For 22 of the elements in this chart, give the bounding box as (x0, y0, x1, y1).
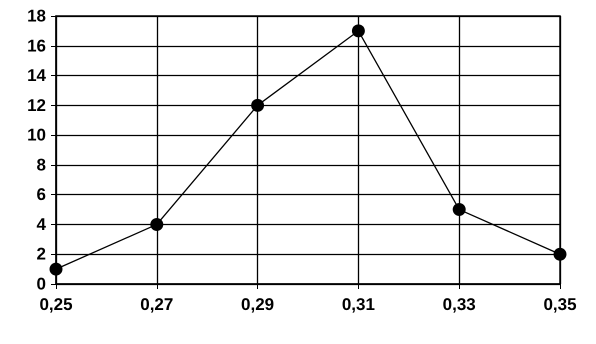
x-tick-label: 0,27 (140, 295, 174, 314)
point (352, 24, 365, 38)
y-tick-label: 4 (36, 214, 47, 234)
y-tick-label: 18 (27, 6, 46, 26)
x-tick-label: 0,25 (39, 295, 73, 314)
x-tick-label: 0,33 (442, 295, 476, 314)
point (554, 248, 566, 261)
y-tick-label: 12 (27, 96, 46, 115)
y-tick-label: 8 (36, 155, 46, 174)
point (251, 98, 264, 112)
point (452, 203, 466, 216)
point (50, 262, 62, 276)
point (150, 218, 164, 231)
y-tick-label: 6 (36, 185, 46, 204)
x-tick-label: 0,35 (543, 295, 577, 314)
y-tick-label: 10 (27, 126, 46, 145)
x-tick-label: 0,31 (342, 295, 375, 314)
y-tick-label: 14 (27, 66, 47, 86)
y-tick-label: 2 (36, 244, 46, 264)
y-tick-label: 16 (27, 36, 46, 56)
x-tick-label: 0,29 (241, 295, 274, 314)
y-tick-label: 0 (36, 274, 46, 294)
